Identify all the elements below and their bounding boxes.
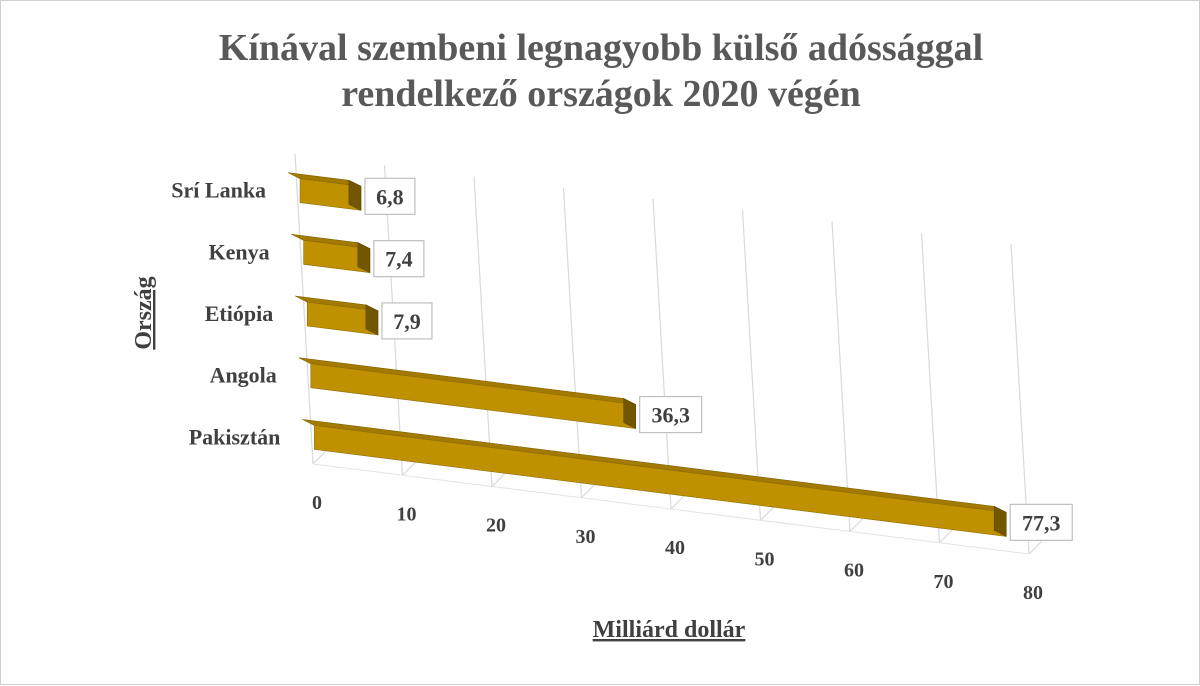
x-tick-label: 30 (576, 526, 596, 548)
axis-base-line (312, 463, 1030, 555)
bar-end (357, 242, 371, 274)
gridline-7 (920, 232, 941, 543)
data-label: 36,3 (651, 403, 690, 428)
chart-title-line-1: Kínával szembeni legnagyobb külső adóssá… (219, 27, 983, 69)
data-label: 77,3 (1022, 510, 1061, 535)
x-tick-label: 50 (755, 548, 775, 570)
gridline-2 (473, 176, 493, 487)
x-tick-label: 10 (397, 503, 417, 525)
gridline-5 (741, 210, 762, 521)
data-label: 7,4 (385, 247, 413, 272)
x-tick-label: 0 (312, 492, 322, 514)
x-tick-label: 70 (934, 571, 954, 593)
gridline-8 (1010, 243, 1030, 555)
gridline-4 (652, 198, 672, 510)
bars (287, 172, 1007, 537)
gridline-0 (294, 153, 314, 465)
bar (314, 425, 1007, 537)
category-label: Kenya (209, 239, 270, 264)
category-label: Angola (210, 363, 277, 388)
bar-end (623, 398, 637, 430)
x-tick-label: 60 (844, 560, 864, 582)
data-labels: 6,8 7,4 7,9 36,3 77,3 (364, 177, 1073, 541)
gridline-3 (562, 187, 583, 498)
data-label-box (364, 177, 416, 215)
category-label: Pakisztán (189, 424, 281, 449)
bar-end (365, 304, 379, 336)
data-label-box (639, 395, 703, 434)
data-label-box (381, 302, 433, 340)
x-axis-title: Milliárd dollár (593, 617, 746, 643)
data-label: 7,9 (393, 309, 421, 334)
data-label: 6,8 (376, 184, 404, 209)
category-labels: Srí Lanka Kenya Etiópia Angola Pakisztán (171, 178, 280, 450)
category-label: Srí Lanka (171, 178, 266, 203)
bar-top (302, 419, 1007, 513)
chart-title-line-2: rendelkező országok 2020 végén (341, 73, 861, 115)
y-axis-title: Ország (131, 276, 157, 349)
bar-end (993, 505, 1007, 537)
bar-end (348, 179, 362, 211)
gridline-6 (831, 221, 851, 532)
x-tick-label: 20 (486, 515, 506, 537)
data-label-box (373, 240, 425, 278)
x-tick-label: 80 (1023, 582, 1043, 604)
x-tick-labels: 0 10 20 30 40 50 60 70 80 (312, 492, 1043, 604)
x-tick-label: 40 (665, 537, 685, 559)
data-label-box (1009, 503, 1073, 541)
category-label: Etiópia (205, 301, 273, 326)
